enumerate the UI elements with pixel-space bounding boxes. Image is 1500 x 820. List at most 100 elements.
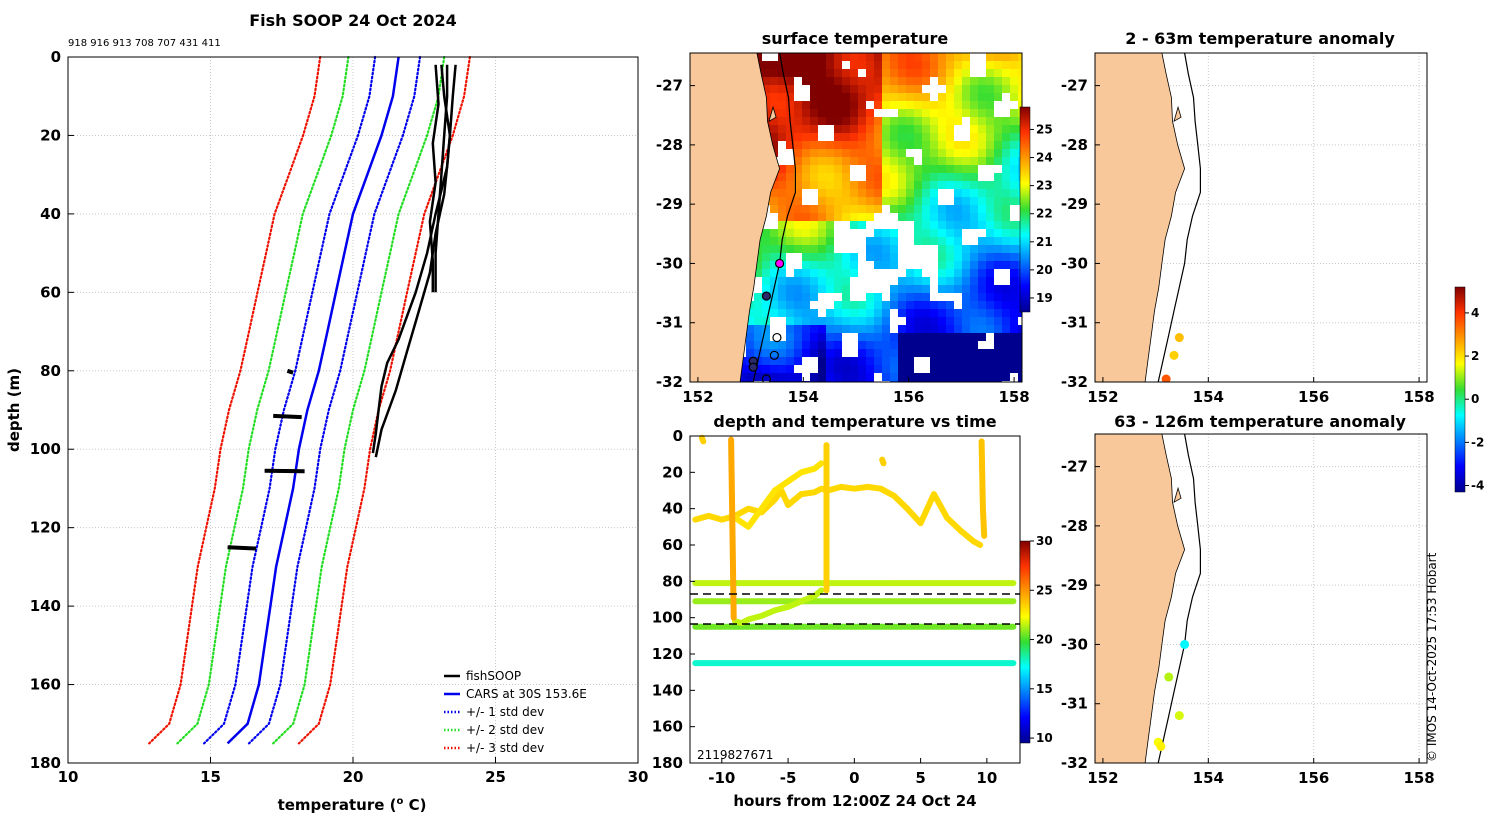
sst-cell <box>1010 165 1018 173</box>
sst-cell <box>834 197 842 205</box>
sst-cell <box>850 157 858 165</box>
sst-cell <box>842 149 850 157</box>
sst-cell <box>906 373 914 381</box>
sst-cell <box>794 349 802 357</box>
colorbar-tick-label: -2 <box>1471 435 1484 449</box>
sst-cell <box>850 101 858 109</box>
anomaly-point <box>1164 672 1174 682</box>
sst-cell <box>930 53 938 61</box>
sst-cell <box>922 125 930 133</box>
sst-cell <box>794 237 802 245</box>
colorbar-tick-label: 22 <box>1036 207 1053 221</box>
sst-cell <box>962 141 970 149</box>
sst-cell <box>1010 125 1018 133</box>
colorbar-tick-label: 10 <box>1036 731 1053 745</box>
sst-cell <box>786 101 794 109</box>
surface-ticks: 152 154 156 158 -27 -28 -29 -30 -31 -32 <box>656 77 1030 406</box>
cast-location-marker <box>774 258 785 269</box>
sst-cell <box>1002 53 1010 61</box>
sst-cell <box>890 357 898 365</box>
sst-cell <box>874 157 882 165</box>
sst-cell <box>882 341 890 349</box>
sst-cell <box>762 373 770 381</box>
legend-label: +/- 2 std dev <box>466 723 544 737</box>
sst-cell <box>946 69 954 77</box>
sst-cell <box>946 253 954 261</box>
sst-cell <box>818 101 826 109</box>
sst-cell <box>1018 309 1022 317</box>
sst-cell <box>930 317 938 325</box>
sst-cell <box>970 221 978 229</box>
timeseries-trace <box>732 587 825 627</box>
sst-cell <box>986 277 994 285</box>
sst-cell <box>842 69 850 77</box>
sst-cell <box>994 253 1002 261</box>
sst-cell <box>874 357 882 365</box>
map-xtick-label: 152 <box>682 388 713 406</box>
sst-cell <box>818 181 826 189</box>
sst-cell <box>938 365 946 373</box>
sst-cell <box>802 221 810 229</box>
timeseries-panel: depth and temperature vs time -10 -5 0 5 100… <box>652 412 1053 810</box>
sst-cell <box>850 61 858 69</box>
sst-cell <box>986 317 994 325</box>
sst-cell <box>954 213 962 221</box>
sst-cell <box>986 301 994 309</box>
sst-cell <box>842 253 850 261</box>
sst-cell <box>850 221 858 229</box>
sst-cell <box>818 93 826 101</box>
sst-cell <box>874 229 882 237</box>
sst-cell <box>1010 277 1018 285</box>
sst-cell <box>882 141 890 149</box>
sst-cell <box>930 341 938 349</box>
sst-cell <box>882 373 890 381</box>
sst-cell <box>770 253 778 261</box>
sst-cell <box>922 293 930 301</box>
sst-cell <box>978 85 986 93</box>
profile-ytick-label: 140 <box>30 597 61 615</box>
sst-cell <box>874 125 882 133</box>
sst-cell <box>922 205 930 213</box>
sst-cell <box>994 341 1002 349</box>
sst-cell <box>994 221 1002 229</box>
sst-cell <box>746 349 754 357</box>
sst-cell <box>930 325 938 333</box>
sst-cell <box>802 205 810 213</box>
sst-cell <box>1002 205 1010 213</box>
sst-cell <box>842 109 850 117</box>
sst-cell <box>994 117 1002 125</box>
sst-cell <box>890 197 898 205</box>
sst-cell <box>914 125 922 133</box>
sst-cell <box>794 229 802 237</box>
map-ytick-label: -29 <box>656 195 683 213</box>
map-ytick-label: -32 <box>656 373 683 391</box>
sst-cell <box>1002 365 1010 373</box>
sst-cell <box>826 365 834 373</box>
sst-cell <box>914 269 922 277</box>
sst-cell <box>802 333 810 341</box>
sst-cell <box>978 349 986 357</box>
sst-cell <box>794 141 802 149</box>
sst-cell <box>1018 341 1022 349</box>
sst-cell <box>762 61 770 69</box>
sst-cell <box>914 237 922 245</box>
sst-cell <box>778 205 786 213</box>
sst-cell <box>826 333 834 341</box>
sst-cell <box>842 173 850 181</box>
sst-cell <box>930 213 938 221</box>
sst-cell <box>930 165 938 173</box>
sst-cell <box>954 245 962 253</box>
sst-cell <box>930 301 938 309</box>
sst-cell <box>946 333 954 341</box>
sst-cell <box>938 61 946 69</box>
sst-cell <box>770 69 778 77</box>
map-xtick-label: 154 <box>1193 769 1224 787</box>
sst-cell <box>986 325 994 333</box>
sst-cell <box>938 141 946 149</box>
sst-cell <box>962 317 970 325</box>
sst-cell <box>810 333 818 341</box>
sst-cell <box>954 317 962 325</box>
sst-cell <box>922 189 930 197</box>
sst-cell <box>922 317 930 325</box>
timeseries-ytick-label: 160 <box>652 718 683 736</box>
